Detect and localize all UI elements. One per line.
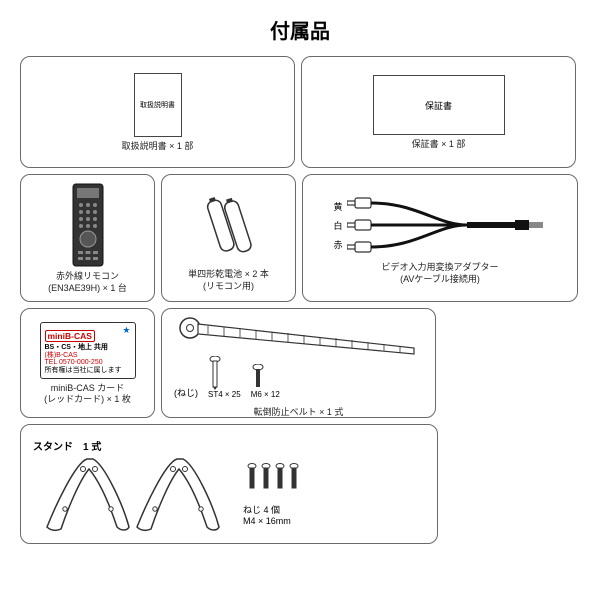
screw-b-icon xyxy=(251,364,265,390)
warranty-icon-label: 保証書 xyxy=(425,99,452,112)
bcas-logo-l2: BS・CS・地上 共用 xyxy=(45,344,131,352)
manual-icon: 取扱説明書 xyxy=(134,73,182,137)
manual-icon-label: 取扱説明書 xyxy=(140,100,175,110)
av-cable-icon xyxy=(347,192,547,258)
star-icon: ★ xyxy=(122,325,130,336)
stand-title: スタンド 1 式 xyxy=(27,436,431,453)
av-yellow-label: 黄 xyxy=(333,200,342,213)
av-red-label: 赤 xyxy=(333,238,342,251)
battery-caption: 単四形乾電池 × 2 本 (リモコン用) xyxy=(188,269,269,292)
manual-caption: 取扱説明書 × 1 部 xyxy=(122,141,194,153)
remote-caption: 赤外線リモコン (EN3AE39H) × 1 台 xyxy=(48,271,127,294)
page-title: 付属品 xyxy=(20,15,580,44)
screw-b-group: M6 × 12 xyxy=(251,364,280,399)
bcas-card-icon: miniB-CAS ★ BS・CS・地上 共用 (株)B-CAS TEL 057… xyxy=(40,322,136,379)
stand-screw-caption: ねじ 4 個 M4 × 16mm xyxy=(243,505,303,527)
av-color-labels: 黄 白 赤 xyxy=(333,200,342,251)
row-3: miniB-CAS ★ BS・CS・地上 共用 (株)B-CAS TEL 057… xyxy=(20,308,580,418)
stand-screw-l1: ねじ 4 個 xyxy=(243,505,280,515)
remote-icon xyxy=(71,183,105,267)
screw-a-icon xyxy=(208,356,222,390)
av-caption-l2: (AVケーブル接続用) xyxy=(400,274,480,284)
bcas-caption: miniB-CAS カード (レッドカード) × 1 枚 xyxy=(44,383,131,406)
cell-remote: 赤外線リモコン (EN3AE39H) × 1 台 xyxy=(20,174,155,302)
stand-screws-group: ねじ 4 個 M4 × 16mm xyxy=(243,461,303,527)
row-4: スタンド 1 式 xyxy=(20,424,580,544)
av-graphic: 黄 白 赤 xyxy=(333,192,546,258)
bcas-logo-l3: (株)B-CAS xyxy=(45,352,131,360)
row-1: 取扱説明書 取扱説明書 × 1 部 保証書 保証書 × 1 部 xyxy=(20,56,580,168)
belt-caption: 転倒防止ベルト × 1 式 xyxy=(254,407,344,419)
cell-belt: (ねじ) ST4 × 25 M6 × 12 xyxy=(161,308,436,418)
batteries-icon xyxy=(194,185,264,265)
screw-b-label: M6 × 12 xyxy=(251,390,280,399)
cell-batteries: 単四形乾電池 × 2 本 (リモコン用) xyxy=(161,174,296,302)
stand-legs-icon xyxy=(35,453,225,535)
row-2: 赤外線リモコン (EN3AE39H) × 1 台 単四形乾電池 × 2 本 (リ… xyxy=(20,174,580,302)
bcas-logo-l1: miniB-CAS xyxy=(45,330,95,342)
screw-paren-label: (ねじ) xyxy=(174,386,198,399)
cell-av-adapter: 黄 白 赤 xyxy=(302,174,578,302)
screw-a-label: ST4 × 25 xyxy=(208,390,241,399)
remote-caption-l1: 赤外線リモコン xyxy=(56,271,119,281)
bcas-caption-l1: miniB-CAS カード xyxy=(51,383,125,393)
av-caption-l1: ビデオ入力用変換アダプター xyxy=(381,262,498,272)
warranty-caption: 保証書 × 1 部 xyxy=(412,139,466,151)
bcas-logo-l5: 所有権は当社に属します xyxy=(45,367,131,375)
bcas-logo-l4: TEL 0570-000-250 xyxy=(45,359,131,367)
belt-icon xyxy=(174,314,424,358)
cell-bcas: miniB-CAS ★ BS・CS・地上 共用 (株)B-CAS TEL 057… xyxy=(20,308,155,418)
stand-screws-icon xyxy=(243,461,303,505)
av-caption: ビデオ入力用変換アダプター (AVケーブル接続用) xyxy=(381,262,498,285)
battery-caption-l2: (リモコン用) xyxy=(203,281,254,291)
bcas-caption-l2: (レッドカード) × 1 枚 xyxy=(44,394,131,404)
cell-warranty: 保証書 保証書 × 1 部 xyxy=(301,56,576,168)
battery-caption-l1: 単四形乾電池 × 2 本 xyxy=(188,269,269,279)
screw-a-group: ST4 × 25 xyxy=(208,356,241,399)
cell-manual: 取扱説明書 取扱説明書 × 1 部 xyxy=(20,56,295,168)
stand-screw-l2: M4 × 16mm xyxy=(243,516,291,526)
cell-stand: スタンド 1 式 xyxy=(20,424,438,544)
av-white-label: 白 xyxy=(333,219,342,232)
warranty-icon: 保証書 xyxy=(373,75,505,135)
remote-caption-l2: (EN3AE39H) × 1 台 xyxy=(48,283,127,293)
